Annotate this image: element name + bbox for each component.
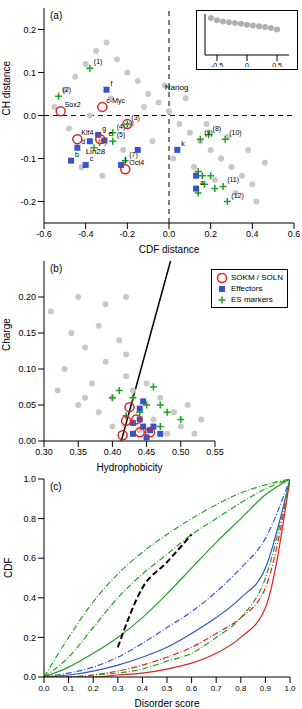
svg-text:0.4: 0.4 <box>23 593 36 603</box>
svg-text:0.30: 0.30 <box>35 447 53 457</box>
svg-text:0.9: 0.9 <box>260 684 272 693</box>
svg-text:0.4: 0.4 <box>137 684 149 693</box>
svg-text:(1): (1) <box>94 58 103 66</box>
svg-text:(8): (8) <box>213 125 222 133</box>
svg-text:0.1: 0.1 <box>23 68 36 78</box>
svg-text:-0.6: -0.6 <box>36 229 52 239</box>
svg-text:0: 0 <box>245 62 249 67</box>
svg-text:c-Myc: c-Myc <box>106 97 125 105</box>
svg-text:0.35: 0.35 <box>69 447 87 457</box>
svg-text:1.0: 1.0 <box>284 684 294 693</box>
svg-text:0.7: 0.7 <box>211 684 223 693</box>
html-text:SOKM / SOLN: SOKM / SOLN <box>231 273 283 282</box>
svg-text:0.8: 0.8 <box>23 514 36 524</box>
html-text:(b): (b) <box>50 263 63 274</box>
svg-text:0.0: 0.0 <box>23 111 36 121</box>
svg-text:0.2: 0.2 <box>88 684 100 693</box>
svg-text:0.20: 0.20 <box>18 292 36 302</box>
svg-text:CDF: CDF <box>8 557 14 578</box>
html-text:ES markers: ES markers <box>231 295 273 304</box>
svg-text:0.10: 0.10 <box>18 364 36 374</box>
svg-text:(3): (3) <box>131 114 140 122</box>
svg-text:0.5: 0.5 <box>161 684 173 693</box>
svg-text:0.2: 0.2 <box>23 633 36 643</box>
svg-text:Sox2: Sox2 <box>65 101 81 108</box>
svg-text:0.2: 0.2 <box>23 25 36 35</box>
svg-text:0.2: 0.2 <box>204 229 217 239</box>
svg-text:g: g <box>102 125 106 133</box>
svg-text:(5): (5) <box>117 131 126 139</box>
svg-text:0.5: 0.5 <box>272 62 282 67</box>
svg-text:k: k <box>181 140 185 147</box>
svg-text:0.0: 0.0 <box>38 684 50 693</box>
svg-text:d: d <box>81 137 86 145</box>
svg-text:e: e <box>108 130 112 137</box>
svg-text:(7): (7) <box>129 150 138 158</box>
svg-text:f: f <box>111 80 113 87</box>
svg-text:(11): (11) <box>227 176 239 184</box>
svg-text:0.0: 0.0 <box>163 229 176 239</box>
svg-text:0.0: 0.0 <box>23 672 36 682</box>
svg-text:0.00: 0.00 <box>18 436 36 446</box>
svg-text:c: c <box>89 154 94 162</box>
svg-text:j: j <box>124 155 127 163</box>
html-text:(a): (a) <box>50 10 63 21</box>
html-text:Effectors: Effectors <box>231 284 263 293</box>
svg-text:Nanog: Nanog <box>165 83 189 92</box>
svg-text:-0.4: -0.4 <box>78 229 94 239</box>
html-text:(c): (c) <box>50 481 62 492</box>
svg-text:(6): (6) <box>98 137 107 145</box>
svg-text:a: a <box>200 179 204 186</box>
svg-text:(4): (4) <box>116 122 126 130</box>
svg-text:(10): (10) <box>229 129 241 137</box>
svg-text:CDF distance: CDF distance <box>139 244 200 255</box>
svg-text:Hydrophobicity: Hydrophobicity <box>96 462 162 473</box>
svg-text:0.05: 0.05 <box>18 400 36 410</box>
svg-text:CH distance: CH distance <box>8 61 12 116</box>
svg-text:0.3: 0.3 <box>112 684 124 693</box>
svg-text:Oct4: Oct4 <box>129 159 144 166</box>
svg-text:b: b <box>75 151 79 158</box>
svg-text:Charge: Charge <box>8 318 12 351</box>
svg-text:0.4: 0.4 <box>246 229 259 239</box>
svg-text:0.50: 0.50 <box>172 447 190 457</box>
svg-text:0.45: 0.45 <box>138 447 156 457</box>
svg-text:-0.5: -0.5 <box>211 62 223 67</box>
svg-text:Klf4: Klf4 <box>81 129 93 136</box>
svg-text:0.1: 0.1 <box>63 684 75 693</box>
svg-text:-0.2: -0.2 <box>120 229 136 239</box>
svg-text:(2): (2) <box>63 86 72 94</box>
svg-text:1.0: 1.0 <box>23 474 36 484</box>
svg-text:0.55: 0.55 <box>206 447 224 457</box>
svg-text:0.6: 0.6 <box>186 684 198 693</box>
svg-text:0.15: 0.15 <box>18 328 36 338</box>
svg-text:(9): (9) <box>204 129 213 137</box>
svg-text:0.6: 0.6 <box>288 229 294 239</box>
svg-text:Lin28: Lin28 <box>86 147 106 156</box>
svg-text:0.40: 0.40 <box>104 447 122 457</box>
svg-text:-0.1: -0.1 <box>20 154 36 164</box>
svg-text:0.6: 0.6 <box>23 553 36 563</box>
svg-text:Disorder score: Disorder score <box>134 698 199 709</box>
svg-text:-0.2: -0.2 <box>20 197 36 207</box>
svg-text:(12): (12) <box>231 192 243 200</box>
svg-text:0.8: 0.8 <box>235 684 247 693</box>
